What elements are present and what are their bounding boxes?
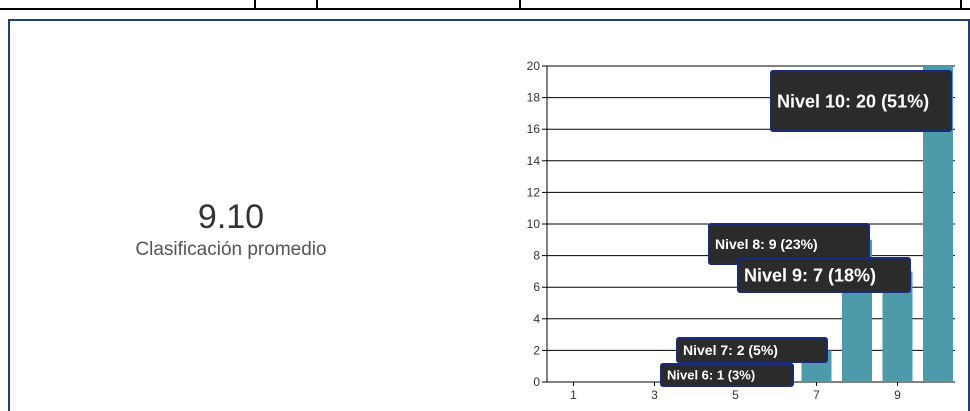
- x-tick-label: 5: [732, 388, 739, 402]
- y-tick-label: 12: [527, 185, 541, 199]
- tooltip-box-nivel-6: [660, 363, 794, 387]
- y-tick-label: 8: [533, 249, 540, 263]
- tooltip-box-nivel-9: [737, 257, 911, 293]
- average-rating-block: 9.10 Clasificación promedio: [96, 197, 366, 261]
- tooltip-box-nivel-10: [770, 70, 952, 132]
- y-tick-label: 10: [527, 217, 541, 231]
- tooltip-text-nivel-7: Nivel 7: 2 (5%): [683, 342, 778, 358]
- tooltip-text-nivel-6: Nivel 6: 1 (3%): [667, 368, 755, 383]
- tooltip-box-nivel-7: [676, 337, 828, 363]
- y-tick-label: 14: [527, 154, 541, 168]
- tooltip-text-nivel-9: Nivel 9: 7 (18%): [744, 265, 876, 285]
- x-tick-label: 7: [813, 388, 820, 402]
- rating-panel: [8, 19, 970, 411]
- y-tick-label: 6: [533, 280, 540, 294]
- x-tick-label: 9: [894, 388, 901, 402]
- y-tick-label: 16: [527, 122, 541, 136]
- y-tick-label: 2: [533, 343, 540, 357]
- column-divider: [960, 0, 962, 10]
- y-tick-label: 4: [533, 312, 540, 326]
- x-tick-label: 3: [651, 388, 658, 402]
- column-divider: [254, 0, 256, 10]
- tooltip-text-nivel-10: Nivel 10: 20 (51%): [777, 91, 929, 111]
- average-rating-value: 9.10: [197, 198, 265, 236]
- y-tick-label: 0: [533, 375, 540, 389]
- column-divider: [316, 0, 318, 10]
- y-tick-label: 20: [527, 59, 541, 73]
- x-tick-label: 1: [570, 388, 577, 402]
- column-divider: [519, 0, 521, 10]
- tooltip-text-nivel-8: Nivel 8: 9 (23%): [715, 236, 818, 252]
- y-tick-label: 18: [527, 91, 541, 105]
- average-rating-label: Clasificación promedio: [135, 239, 327, 260]
- top-table-strip: [0, 0, 970, 10]
